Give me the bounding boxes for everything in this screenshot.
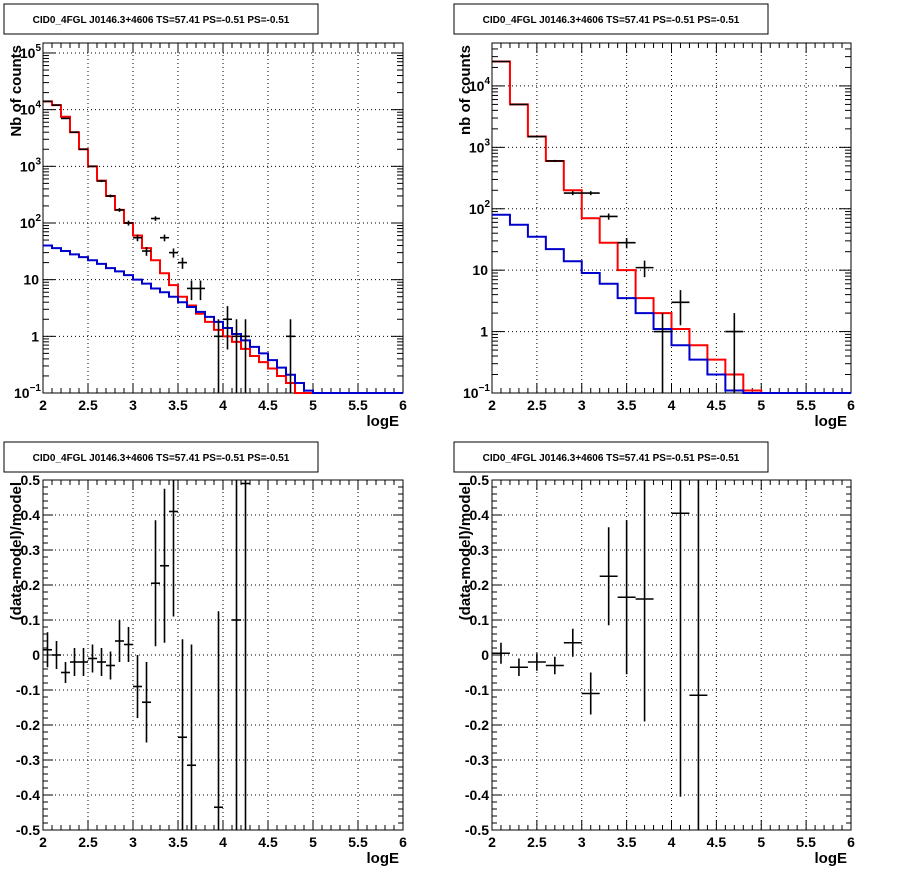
x-tick-label: 2 [39, 834, 47, 850]
y-tick-label: -0.2 [16, 717, 40, 733]
y-tick-label: -0.4 [465, 787, 489, 803]
y-tick-label: -0.5 [16, 822, 40, 838]
y-tick-label: 10 [23, 272, 39, 288]
y-tick-label: 10−1 [463, 383, 490, 401]
y-tick-label: 0 [481, 647, 489, 663]
x-tick-label: 3.5 [617, 834, 637, 850]
y-tick-label: 0.2 [21, 577, 41, 593]
y-tick-label: 0.3 [21, 542, 41, 558]
y-tick-label: 0.1 [21, 612, 41, 628]
y-tick-label: 1 [480, 324, 488, 340]
x-tick-label: 5 [309, 834, 317, 850]
x-tick-label: 4.5 [707, 834, 727, 850]
y-tick-label: 0.5 [21, 472, 41, 488]
x-tick-label: 4.5 [707, 397, 727, 413]
x-tick-label: 2 [488, 834, 496, 850]
y-tick-label: 0.2 [470, 577, 490, 593]
x-tick-label: 2 [488, 397, 496, 413]
y-tick-label: -0.1 [16, 682, 40, 698]
y-tick-label: 102 [469, 199, 491, 217]
x-tick-label: 6 [847, 834, 855, 850]
x-tick-label: 3 [129, 834, 137, 850]
x-tick-label: 4 [219, 834, 227, 850]
title-box [453, 441, 769, 473]
x-tick-label: 4.5 [258, 834, 278, 850]
x-tick-label: 3.5 [617, 397, 637, 413]
x-tick-label: 2.5 [527, 397, 547, 413]
x-tick-label: 5.5 [348, 397, 368, 413]
y-tick-label: 102 [20, 213, 42, 231]
y-tick-label: 0.5 [470, 472, 490, 488]
y-tick-label: 0 [32, 647, 40, 663]
x-axis-title: logE [367, 850, 400, 867]
x-axis-title: logE [815, 850, 848, 867]
x-tick-label: 6 [399, 834, 407, 850]
x-tick-label: 5.5 [348, 834, 368, 850]
x-tick-label: 4 [668, 834, 676, 850]
title-box [3, 441, 319, 473]
y-tick-label: 104 [469, 76, 491, 94]
title-box [453, 3, 769, 35]
y-tick-label: 104 [20, 100, 42, 118]
y-tick-label: -0.4 [16, 787, 40, 803]
y-tick-label: 103 [20, 156, 42, 174]
x-tick-label: 4 [668, 397, 676, 413]
y-tick-label: 10 [472, 262, 488, 278]
x-tick-label: 5 [309, 397, 317, 413]
y-tick-label: -0.1 [465, 682, 489, 698]
x-tick-label: 5 [757, 397, 765, 413]
x-tick-label: 2.5 [78, 834, 98, 850]
x-tick-label: 6 [847, 397, 855, 413]
x-tick-label: 2 [39, 397, 47, 413]
y-tick-label: -0.3 [16, 752, 40, 768]
x-tick-label: 2.5 [527, 834, 547, 850]
y-tick-label: 103 [469, 137, 491, 155]
y-tick-label: 10−1 [14, 383, 41, 401]
model-histogram [492, 60, 851, 394]
y-tick-label: 1 [31, 328, 39, 344]
y-tick-label: 105 [20, 43, 42, 61]
background-histogram [492, 213, 851, 394]
x-tick-label: 3.5 [168, 397, 188, 413]
chart-title: CID0_4FGL J0146.3+4606 TS=57.41 PS=-0.51… [33, 453, 290, 464]
x-tick-label: 5 [757, 834, 765, 850]
x-tick-label: 2.5 [78, 397, 98, 413]
chart-title: CID0_4FGL J0146.3+4606 TS=57.41 PS=-0.51… [483, 453, 740, 464]
y-tick-label: -0.5 [465, 822, 489, 838]
y-tick-label: 0.4 [470, 507, 490, 523]
y-axis-title: nb of counts [457, 45, 474, 135]
x-tick-label: 5.5 [796, 834, 816, 850]
x-tick-label: 4 [219, 397, 227, 413]
x-axis-title: logE [815, 413, 848, 430]
y-axis-title: (data-model)/model [8, 482, 25, 620]
y-tick-label: -0.3 [465, 752, 489, 768]
x-axis-title: logE [367, 413, 400, 430]
y-tick-label: -0.2 [465, 717, 489, 733]
x-tick-label: 4.5 [258, 397, 278, 413]
y-tick-label: 0.1 [470, 612, 490, 628]
x-tick-label: 3 [578, 834, 586, 850]
y-axis-title: (data-model)/model [457, 482, 474, 620]
model-histogram [43, 100, 403, 394]
x-tick-label: 3 [129, 397, 137, 413]
title-box [3, 3, 319, 35]
y-tick-label: 0.3 [470, 542, 490, 558]
y-tick-label: 0.4 [21, 507, 41, 523]
y-axis-title: Nb of counts [8, 45, 25, 137]
x-tick-label: 3.5 [168, 834, 188, 850]
chart-title: CID0_4FGL J0146.3+4606 TS=57.41 PS=-0.51… [33, 15, 290, 26]
x-tick-label: 3 [578, 397, 586, 413]
background-histogram [43, 244, 403, 394]
chart-title: CID0_4FGL J0146.3+4606 TS=57.41 PS=-0.51… [483, 15, 740, 26]
x-tick-label: 5.5 [796, 397, 816, 413]
x-tick-label: 6 [399, 397, 407, 413]
